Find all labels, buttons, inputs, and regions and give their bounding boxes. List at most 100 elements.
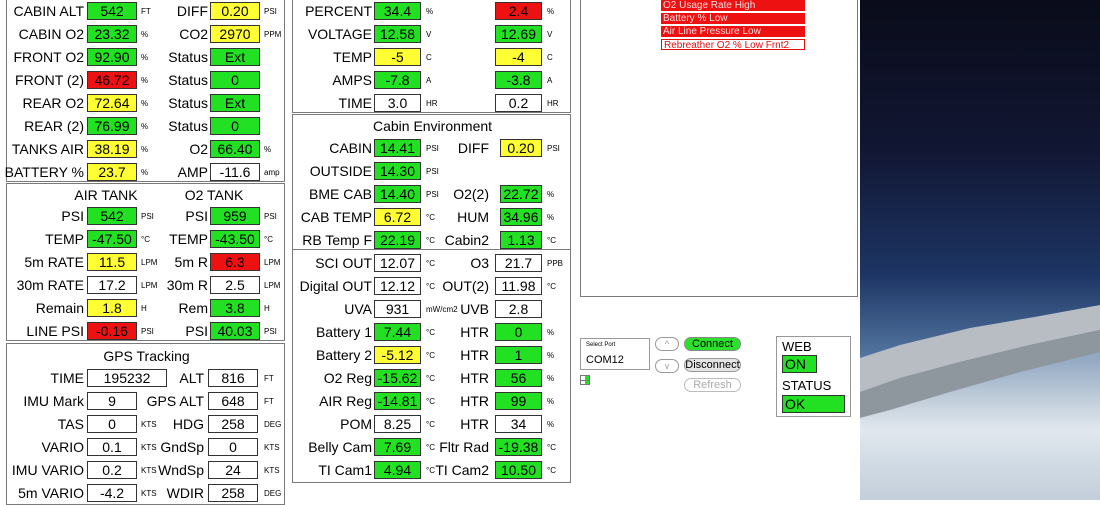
row-value: 12.12 [374, 277, 421, 295]
row-label: Status [168, 95, 208, 111]
row-value: 258 [208, 484, 258, 502]
data-row: REAR O2 72.64% Status Ext [7, 94, 286, 113]
row-value: 34.96 [500, 208, 542, 226]
row-value: 8.25 [374, 415, 421, 433]
row-label: RB Temp F [302, 232, 372, 248]
row-label: Battery 2 [315, 347, 372, 363]
row-unit: % [426, 7, 434, 16]
row-value: 7.69 [374, 438, 421, 456]
alarm-item: Battery % Low [661, 13, 805, 24]
row-value: 959 [210, 207, 260, 225]
data-row: POM 8.25 °C HTR 34% [293, 415, 572, 434]
row-label: BATTERY % [4, 164, 84, 180]
row-value: 542 [87, 2, 137, 20]
refresh-button[interactable]: Refresh [684, 378, 741, 392]
row-value: 2.4 [495, 2, 542, 20]
row-label: IMU Mark [23, 393, 84, 409]
data-row: PSI 542 PSI PSI 959 PSI [7, 207, 286, 226]
row-unit: °C [426, 374, 435, 383]
data-row: 30m RATE 17.2 LPM 30m R 2.5 LPM [7, 276, 286, 295]
row-value: -0.16 [87, 322, 137, 340]
connect-button[interactable]: Connect [684, 337, 741, 351]
alarm-item: Air Line Pressure Low [661, 26, 805, 37]
port-up-button[interactable]: ^ [655, 337, 679, 351]
row-unit: V [547, 30, 553, 39]
row-label: VARIO [41, 439, 84, 455]
row-value: 11.98 [495, 277, 542, 295]
row-unit: LPM [264, 281, 281, 290]
row-unit: % [547, 213, 555, 222]
row-label: LINE PSI [26, 323, 84, 339]
row-unit: C [426, 53, 432, 62]
row-label: FRONT (2) [15, 72, 84, 88]
data-row: 5m RATE 11.5 LPM 5m R 6.3 LPM [7, 253, 286, 272]
row-label: CABIN ALT [13, 3, 84, 19]
row-unit: KTS [141, 443, 157, 452]
port-down-button[interactable]: v [655, 359, 679, 373]
data-row: CAB TEMP 6.72 °C HUM 34.96% [293, 208, 572, 227]
row-label: HTR [460, 347, 489, 363]
data-row: BME CAB 14.40 PSI O2(2) 22.72% [293, 185, 572, 204]
data-row: RB Temp F 22.19 °C Cabin2 1.13 °C [293, 231, 572, 250]
row-unit: % [141, 99, 149, 108]
row-label: AIR Reg [319, 393, 372, 409]
row-value: -5.12 [374, 346, 421, 364]
row-label: O2(2) [453, 186, 489, 202]
row-value: 2970 [210, 25, 260, 43]
row-value: 22.72 [500, 185, 542, 203]
grid-toggle-icon[interactable] [580, 375, 590, 385]
row-label: Status [168, 118, 208, 134]
row-label: HTR [460, 370, 489, 386]
select-port-label: Select Port [586, 342, 616, 348]
air-o2-tank-panel: AIR TANK O2 TANK PSI 542 PSI PSI 959 PSI TEMP -… [6, 183, 285, 341]
row-value: 23.7 [87, 163, 137, 181]
row-unit: % [141, 145, 149, 154]
data-row: TANKS AIR 38.19% O2 66.40% [7, 140, 286, 159]
row-unit: mW/cm2 [426, 305, 458, 314]
data-row: UVA 931 mW/cm2 UVB 2.8 [293, 300, 572, 319]
row-value: 195232 [87, 369, 167, 387]
row-value: 2.5 [210, 276, 260, 294]
row-value: 931 [374, 300, 421, 318]
row-value: -4.2 [87, 484, 137, 502]
row-value: 66.40 [210, 140, 260, 158]
port-select-box[interactable]: Select Port COM12 [580, 338, 650, 370]
row-value: 0.2 [495, 94, 542, 112]
row-value: 816 [208, 369, 258, 387]
row-value: 38.19 [87, 140, 137, 158]
row-value: -15.62 [374, 369, 421, 387]
row-unit: % [547, 374, 555, 383]
row-value: Ext [210, 94, 260, 112]
row-value: 99 [495, 392, 542, 410]
row-label: Cabin2 [444, 232, 489, 248]
row-value: 92.90 [87, 48, 137, 66]
row-label: Digital OUT [299, 278, 372, 294]
row-label: Status [168, 49, 208, 65]
row-value: 72.64 [87, 94, 137, 112]
row-label: CABIN [329, 140, 372, 156]
data-row: TIME 3.0 HR 0.2 HR [293, 94, 572, 113]
row-unit: PPB [547, 259, 564, 268]
row-value: 23.32 [87, 25, 137, 43]
row-label: ALT [179, 370, 204, 386]
row-label: TEMP [45, 231, 84, 247]
row-unit: °C [426, 397, 435, 406]
data-row: FRONT O2 92.90% Status Ext [7, 48, 286, 67]
row-label: Rem [178, 300, 208, 316]
row-value: 4.94 [374, 461, 421, 479]
row-value: 3.8 [210, 299, 260, 317]
tanks-panel: CABIN ALT 542 FT DIFF 0.20 PSI CABIN O2 23.32% C… [4, 0, 286, 182]
row-value: 0 [210, 117, 260, 135]
disconnect-button[interactable]: Disconnect [684, 358, 741, 372]
row-unit: % [141, 30, 149, 39]
row-unit: LPM [141, 258, 158, 267]
o2-tank-title: O2 TANK [184, 187, 244, 203]
row-value: 10.50 [495, 461, 542, 479]
row-unit: % [547, 397, 555, 406]
row-unit: A [547, 76, 553, 85]
port-value: COM12 [586, 354, 624, 366]
row-value: 0 [495, 323, 542, 341]
row-value: 6.72 [374, 208, 421, 226]
data-row: TIME 195232 ALT 816 FT [7, 369, 286, 388]
row-label: HTR [460, 324, 489, 340]
